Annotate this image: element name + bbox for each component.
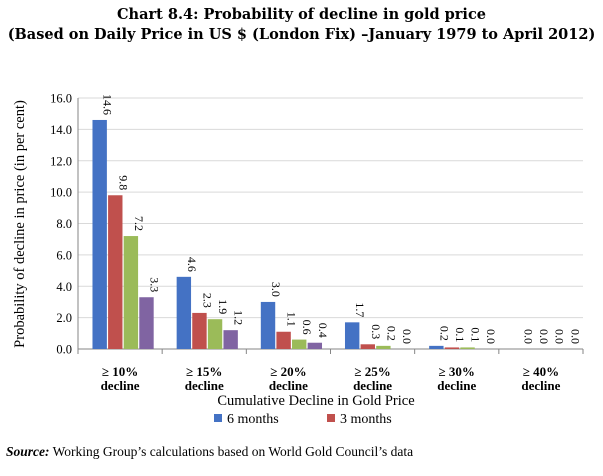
bar <box>108 195 123 349</box>
bar <box>176 276 192 349</box>
data-label: 2.3 <box>200 293 214 308</box>
data-label: 0.0 <box>484 329 498 344</box>
y-tick-label: 8.0 <box>56 217 72 231</box>
bar <box>292 339 307 349</box>
legend-swatch <box>327 414 335 422</box>
legend-label: 3 months <box>340 412 392 427</box>
data-label: 0.3 <box>369 324 383 339</box>
data-label: 3.0 <box>269 282 283 297</box>
data-label: 0.1 <box>453 327 467 342</box>
bar <box>376 345 391 349</box>
data-label: 0.0 <box>522 329 536 344</box>
bar <box>207 319 223 349</box>
legend-swatch <box>214 414 222 422</box>
data-label: 0.4 <box>316 323 330 338</box>
data-label: 7.2 <box>132 216 146 231</box>
data-label: 0.2 <box>384 326 398 341</box>
data-label: 0.0 <box>537 329 551 344</box>
chart-title: Chart 8.4: Probability of decline in gol… <box>117 6 486 23</box>
x-tick-label: ≥ 25% <box>354 364 390 379</box>
y-tick-label: 0.0 <box>56 343 72 357</box>
x-tick-label: decline <box>521 378 560 393</box>
data-label: 0.0 <box>400 329 414 344</box>
source-note: Source: Working Group’s calculations bas… <box>6 444 413 460</box>
bar <box>307 342 323 349</box>
source-label: Source: <box>6 444 50 459</box>
x-tick-label: ≥ 10% <box>102 364 138 379</box>
y-tick-label: 6.0 <box>56 248 72 262</box>
bar-chart: 0.0 2.0 4.0 6.0 8.0 10.0 12.0 14.0 16.0 14.6 9.8 7.… <box>12 92 584 427</box>
bar <box>260 301 276 349</box>
y-tick-label: 10.0 <box>50 186 72 200</box>
bar <box>344 322 360 349</box>
data-label: 3.3 <box>147 277 161 292</box>
data-label: 1.9 <box>216 299 230 314</box>
data-label: 9.8 <box>116 175 130 190</box>
bar <box>192 312 207 349</box>
legend-label: 6 months <box>227 412 279 427</box>
bar <box>276 331 291 349</box>
x-axis-title: Cumulative Decline in Gold Price <box>217 393 414 409</box>
x-tick-label: decline <box>437 378 476 393</box>
x-tick-label: ≥ 30% <box>439 364 475 379</box>
y-tick-label: 16.0 <box>50 92 72 106</box>
bar <box>429 345 444 349</box>
bar <box>92 119 107 350</box>
data-label: 0.1 <box>469 327 483 342</box>
x-tick-label: decline <box>353 378 392 393</box>
data-label: 1.1 <box>285 312 299 327</box>
data-label: 4.6 <box>185 257 199 272</box>
x-tick-label: ≥ 15% <box>186 364 222 379</box>
chart-subtitle: (Based on Daily Price in US $ (London Fi… <box>7 26 596 43</box>
y-tick-label: 14.0 <box>50 123 72 137</box>
bar <box>139 297 154 349</box>
data-label: 0.0 <box>568 329 582 344</box>
x-tick-label: decline <box>185 378 224 393</box>
x-tick-label: ≥ 20% <box>270 364 306 379</box>
data-label: 0.2 <box>437 326 451 341</box>
data-label: 0.0 <box>553 329 567 344</box>
bar <box>123 236 139 349</box>
bar <box>460 347 475 349</box>
bar <box>223 330 238 349</box>
bar <box>444 347 460 349</box>
y-tick-label: 4.0 <box>56 280 72 294</box>
bar <box>360 344 375 349</box>
data-label: 1.7 <box>353 302 367 317</box>
y-tick-label: 12.0 <box>50 154 72 168</box>
data-label: 1.2 <box>232 310 246 325</box>
y-axis-title: Probability of decline in price (in per … <box>12 100 28 348</box>
x-tick-label: ≥ 40% <box>523 364 559 379</box>
y-tick-label: 2.0 <box>56 311 72 325</box>
x-tick-label: decline <box>101 378 140 393</box>
source-text: Working Group’s calculations based on Wo… <box>49 444 414 459</box>
data-label: 0.6 <box>300 320 314 335</box>
data-label: 14.6 <box>101 94 115 115</box>
x-tick-label: decline <box>269 378 308 393</box>
